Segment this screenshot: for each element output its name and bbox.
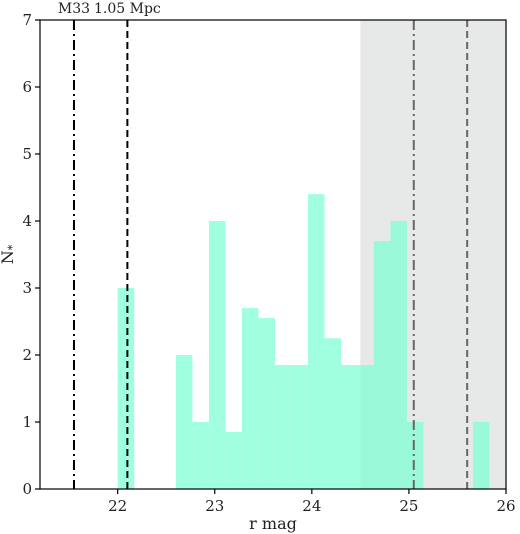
bars-layer xyxy=(117,194,490,489)
y-axis-label-main: N xyxy=(0,250,17,264)
y-tick-label: 7 xyxy=(22,11,32,29)
x-tick-label: 24 xyxy=(302,497,321,515)
x-ticks-layer: 22 23 24 25 26 xyxy=(108,489,516,515)
histogram-bar xyxy=(241,308,259,489)
x-axis-label: r mag xyxy=(249,514,297,533)
histogram-bar xyxy=(357,365,374,489)
histogram-bar xyxy=(225,432,242,489)
x-tick-label: 26 xyxy=(496,497,515,515)
y-axis-label-subscript: * xyxy=(6,244,19,250)
histogram-bar xyxy=(373,241,391,489)
histogram-bar xyxy=(175,355,193,489)
histogram-bar xyxy=(307,194,325,489)
histogram-bar xyxy=(291,365,308,489)
histogram-bar xyxy=(192,422,209,489)
x-tick-label: 25 xyxy=(399,497,418,515)
y-tick-label: 6 xyxy=(22,78,32,96)
histogram-bar xyxy=(258,318,275,489)
histogram-bar xyxy=(117,288,135,489)
y-axis-label: N* xyxy=(0,244,19,264)
histogram-bar xyxy=(406,422,424,489)
reference-labels-layer: M33 1.05 Mpc xyxy=(58,1,161,17)
y-tick-label: 1 xyxy=(22,413,32,431)
reference-line-label: M33 xyxy=(58,1,90,17)
y-tick-label: 2 xyxy=(22,346,32,364)
plot-frame xyxy=(39,19,507,490)
reference-line-label: 1.05 Mpc xyxy=(94,1,161,17)
y-tick-label: 5 xyxy=(22,145,32,163)
histogram-bar xyxy=(390,221,407,489)
x-tick-label: 23 xyxy=(205,497,224,515)
y-tick-label: 3 xyxy=(22,279,32,297)
y-tick-label: 4 xyxy=(22,212,32,230)
y-tick-label: 0 xyxy=(22,480,32,498)
histogram-bar xyxy=(274,365,292,489)
y-ticks-layer: 0 1 2 3 4 5 6 7 xyxy=(22,11,40,498)
histogram-bar xyxy=(324,338,341,489)
histogram-bar xyxy=(208,221,226,489)
reference-lines-layer xyxy=(72,20,469,489)
x-tick-label: 22 xyxy=(108,497,127,515)
histogram-bar xyxy=(472,422,490,489)
histogram-bar xyxy=(340,365,358,489)
